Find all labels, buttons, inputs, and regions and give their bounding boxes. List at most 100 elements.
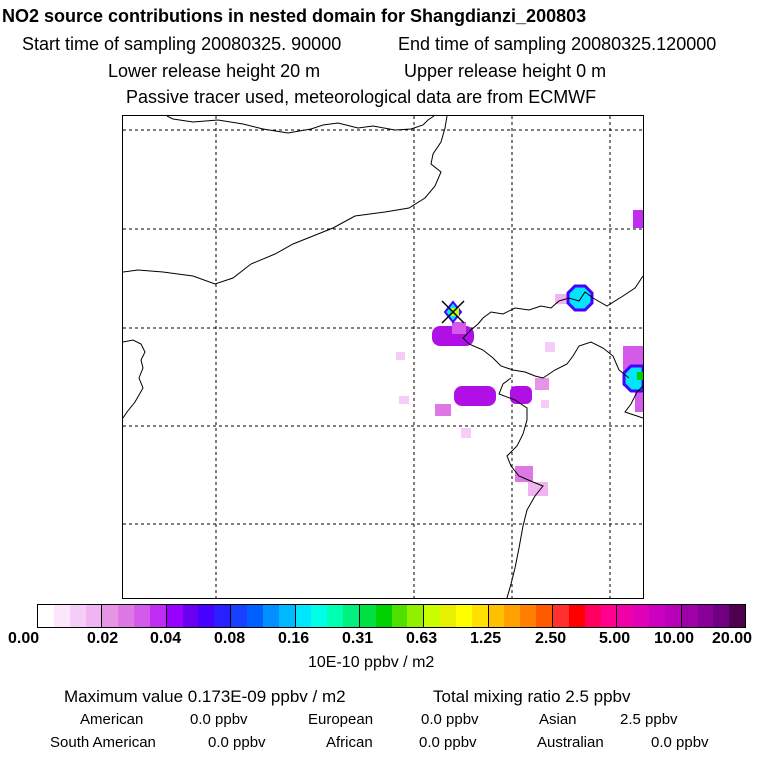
site-marker-east-core: [637, 372, 643, 380]
region-value: 0.0 ppbv: [421, 711, 479, 728]
tracer-patch: [396, 352, 405, 360]
colorbar: [37, 604, 746, 628]
colorbar-swatch: [38, 605, 54, 627]
colorbar-tick-label: 0.02: [87, 630, 119, 647]
colorbar-swatch: [681, 605, 698, 627]
colorbar-tick-label: 20.00: [712, 630, 753, 647]
colorbar-tick-label: 0.31: [342, 630, 374, 647]
colorbar-swatch: [262, 605, 279, 627]
colorbar-swatch: [713, 605, 730, 627]
colorbar-swatch: [455, 605, 472, 627]
colorbar-swatch: [697, 605, 714, 627]
colorbar-swatch: [600, 605, 618, 627]
tracer-patches: [396, 210, 643, 496]
colorbar-tick-label: 0.08: [214, 630, 246, 647]
colorbar-swatch: [729, 605, 746, 627]
colorbar-tick-label: 5.00: [599, 630, 631, 647]
colorbar-swatch: [407, 605, 425, 627]
region-name: South American: [50, 734, 156, 751]
colorbar-swatch: [198, 605, 215, 627]
colorbar-swatch: [633, 605, 650, 627]
colorbar-swatch: [278, 605, 296, 627]
tracer-patch: [635, 392, 643, 412]
colorbar-swatch: [504, 605, 521, 627]
station-cross-icon: [441, 300, 465, 324]
colorbar-swatch: [424, 605, 441, 627]
colorbar-swatch: [649, 605, 665, 627]
region-value: 0.0 ppbv: [419, 734, 477, 751]
coastline-north: [166, 116, 435, 134]
coastline-peninsula: [477, 275, 643, 325]
colorbar-tick-label: 0.63: [406, 630, 438, 647]
tracer-patch: [510, 386, 532, 404]
region-value: 2.5 ppbv: [620, 711, 678, 728]
total-mixing-ratio-label: Total mixing ratio 2.5 ppbv: [433, 687, 631, 706]
tracer-patch: [515, 466, 533, 482]
start-time-label: Start time of sampling 20080325. 90000: [22, 34, 342, 54]
colorbar-swatch: [118, 605, 135, 627]
colorbar-swatch: [134, 605, 150, 627]
map-panel: [122, 115, 644, 599]
colorbar-swatch: [53, 605, 70, 627]
grid-lines: [123, 116, 643, 598]
region-value: 0.0 ppbv: [190, 711, 248, 728]
colorbar-swatch: [182, 605, 199, 627]
colorbar-swatch: [568, 605, 585, 627]
colorbar-tick-label: 0.00: [8, 630, 40, 647]
colorbar-swatch: [214, 605, 232, 627]
colorbar-swatch: [553, 605, 569, 627]
colorbar-swatch: [246, 605, 263, 627]
region-name: African: [326, 734, 373, 751]
colorbar-swatch: [149, 605, 167, 627]
tracer-patch: [545, 342, 555, 352]
coastline-bay-lower: [123, 339, 146, 419]
tracer-patch: [454, 386, 496, 406]
tracer-patch: [399, 396, 409, 404]
region-name: European: [308, 711, 374, 728]
upper-release-height-label: Upper release height 0 m: [404, 61, 607, 81]
region-name: Asian: [539, 711, 577, 728]
colorbar-swatch: [617, 605, 634, 627]
colorbar-swatch: [69, 605, 86, 627]
chart-title: NO2 source contributions in nested domai…: [2, 6, 587, 26]
site-marker-northeast: [566, 284, 594, 312]
tracer-patch: [535, 378, 549, 390]
tracer-patch: [435, 404, 451, 416]
tracer-patch: [452, 322, 466, 334]
region-name: American: [80, 711, 144, 728]
coastline-south: [498, 377, 544, 598]
lower-release-height-label: Lower release height 20 m: [108, 61, 321, 81]
colorbar-swatch: [231, 605, 247, 627]
colorbar-tick-label: 2.50: [535, 630, 567, 647]
end-time-label: End time of sampling 20080325.120000: [398, 34, 717, 54]
tracer-note: Passive tracer used, meteorological data…: [126, 87, 597, 107]
coastline-bay-upper: [123, 116, 448, 285]
region-value: 0.0 ppbv: [651, 734, 709, 751]
colorbar-swatch: [85, 605, 103, 627]
colorbar-swatch: [391, 605, 408, 627]
colorbar-tick-label: 1.25: [470, 630, 502, 647]
colorbar-tick-label: 0.16: [278, 630, 310, 647]
map-plot: [123, 116, 643, 598]
colorbar-swatch: [311, 605, 328, 627]
site-marker-station-core: [451, 308, 459, 316]
tracer-patch: [633, 210, 643, 228]
region-name: Australian: [537, 734, 604, 751]
colorbar-swatch: [295, 605, 312, 627]
coastline-gulf: [462, 323, 630, 379]
colorbar-tick-label: 10.00: [654, 630, 695, 647]
colorbar-swatch: [536, 605, 553, 627]
colorbar-swatch: [359, 605, 376, 627]
colorbar-swatch: [375, 605, 392, 627]
colorbar-swatch: [584, 605, 601, 627]
colorbar-swatch: [520, 605, 537, 627]
coastlines: [123, 116, 643, 598]
station-cross-stroke: [441, 300, 465, 324]
maximum-value-label: Maximum value 0.173E-09 ppbv / m2: [64, 687, 346, 706]
colorbar-swatch: [102, 605, 119, 627]
colorbar-tick-label: 0.04: [150, 630, 182, 647]
coastline-east: [624, 385, 643, 419]
colorbar-swatch: [166, 605, 183, 627]
colorbar-swatch: [327, 605, 344, 627]
tracer-patch: [541, 400, 549, 408]
